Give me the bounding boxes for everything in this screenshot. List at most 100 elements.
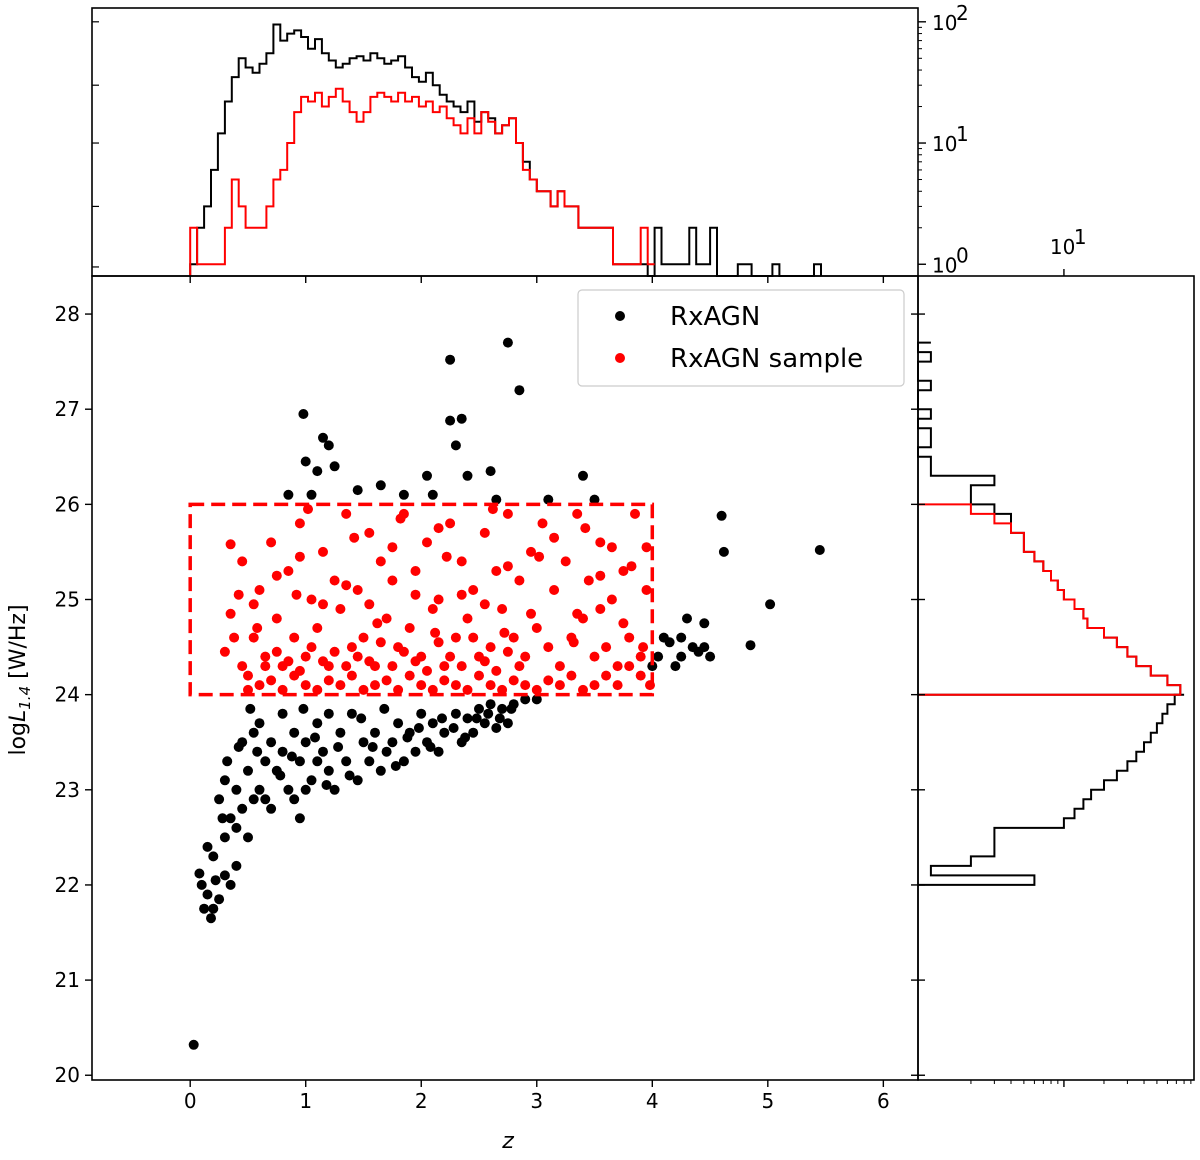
- scatter-point-sample: [271, 646, 282, 657]
- scatter-point-sample: [456, 556, 467, 567]
- scatter-point-sample: [580, 523, 591, 534]
- scatter-point-rxagn: [333, 742, 344, 752]
- scatter-point-rxagn: [225, 813, 236, 824]
- scatter-point-sample: [601, 670, 612, 681]
- scatter-point-rxagn: [352, 775, 363, 786]
- scatter-point-sample: [502, 561, 513, 572]
- y-tick-label: 23: [55, 778, 80, 802]
- y-tick-label: 24: [55, 683, 80, 707]
- scatter-point-sample: [271, 613, 282, 624]
- scatter-point-rxagn: [670, 661, 681, 672]
- scatter-point-rxagn: [699, 618, 710, 629]
- top-y-tick-label: 10: [932, 11, 957, 35]
- scatter-point-rxagn: [277, 746, 288, 757]
- y-tick-label: 21: [55, 968, 80, 992]
- scatter-point-rxagn: [543, 494, 554, 505]
- scatter-point-sample: [318, 546, 328, 557]
- scatter-point-sample: [589, 651, 600, 662]
- scatter-point-rxagn: [658, 632, 669, 643]
- scatter-point-sample: [514, 661, 525, 672]
- scatter-point-rxagn: [318, 746, 328, 757]
- scatter-point-sample: [534, 551, 545, 562]
- scatter-point-rxagn: [329, 784, 340, 795]
- scatter-point-sample: [358, 632, 369, 643]
- scatter-point-sample: [612, 661, 623, 672]
- scatter-point-rxagn: [445, 354, 456, 365]
- top-y-tick-label: 10: [932, 253, 957, 277]
- scatter-point-sample: [364, 599, 375, 610]
- scatter-point-rxagn: [199, 903, 210, 914]
- scatter-point-sample: [531, 684, 542, 695]
- scatter-point-rxagn: [237, 803, 248, 814]
- scatter-point-sample: [312, 684, 323, 695]
- scatter-point-rxagn: [219, 870, 230, 881]
- scatter-point-sample: [358, 684, 369, 695]
- legend: RxAGN RxAGN sample: [577, 289, 905, 387]
- scatter-point-sample: [641, 585, 652, 595]
- scatter-point-sample: [474, 670, 484, 681]
- scatter-point-sample: [450, 632, 461, 643]
- scatter-point-rxagn: [462, 470, 473, 481]
- scatter-point-rxagn: [718, 546, 729, 557]
- scatter-point-rxagn: [352, 485, 363, 496]
- scatter-point-rxagn: [375, 765, 386, 776]
- scatter-point-rxagn: [699, 642, 710, 653]
- scatter-point-rxagn: [450, 708, 461, 719]
- scatter-point-sample: [300, 680, 311, 691]
- scatter-point-sample: [291, 589, 302, 600]
- scatter-point-rxagn: [745, 640, 756, 651]
- right-histogram-rxagn: [917, 341, 1182, 696]
- scatter-point-rxagn: [474, 703, 484, 714]
- scatter-point-rxagn: [323, 765, 334, 776]
- scatter-point-sample: [572, 608, 583, 619]
- right-histogram-panel: 101: [917, 225, 1195, 1087]
- scatter-point-sample: [583, 575, 594, 586]
- scatter-point-sample: [468, 585, 479, 595]
- scatter-point-rxagn: [300, 784, 311, 795]
- scatter-point-rxagn: [254, 784, 265, 795]
- scatter-point-rxagn: [260, 794, 271, 805]
- scatter-point-sample: [289, 632, 300, 643]
- scatter-point-sample: [237, 661, 248, 672]
- scatter-point-sample: [526, 546, 536, 557]
- scatter-point-rxagn: [448, 723, 459, 733]
- scatter-point-sample: [456, 661, 467, 672]
- scatter-point-sample: [433, 523, 444, 534]
- scatter-point-rxagn: [298, 703, 309, 714]
- scatter-point-rxagn: [402, 732, 413, 743]
- scatter-point-sample: [243, 670, 253, 681]
- scatter-point-sample: [335, 680, 346, 691]
- scatter-point-sample: [531, 623, 542, 633]
- scatter-point-sample: [595, 604, 606, 614]
- scatter-point-sample: [606, 594, 617, 605]
- scatter-point-sample: [303, 504, 313, 515]
- top-histogram-sample: [189, 87, 655, 276]
- scatter-point-rxagn: [323, 440, 334, 451]
- scatter-point-rxagn: [705, 651, 716, 662]
- top-y-tick-exponent: 2: [956, 1, 969, 25]
- scatter-point-rxagn: [210, 875, 221, 886]
- x-tick-label: 0: [184, 1089, 197, 1113]
- scatter-point-sample: [487, 504, 498, 515]
- scatter-point-rxagn: [243, 765, 253, 776]
- scatter-point-rxagn: [329, 461, 340, 472]
- scatter-point-rxagn: [225, 879, 236, 890]
- scatter-point-rxagn: [312, 466, 323, 477]
- scatter-point-sample: [526, 608, 536, 619]
- scatter-point-sample: [346, 670, 357, 681]
- scatter-point-sample: [341, 580, 352, 591]
- scatter-point-sample: [381, 613, 392, 624]
- scatter-point-rxagn: [231, 822, 242, 833]
- scatter-point-rxagn: [485, 699, 496, 710]
- scatter-point-sample: [254, 680, 265, 691]
- scatter-point-sample: [514, 575, 525, 586]
- right-histogram-rxagn: [918, 693, 1185, 886]
- scatter-point-sample: [485, 642, 496, 653]
- scatter-point-sample: [410, 589, 421, 600]
- scatter-point-rxagn: [578, 470, 588, 481]
- scatter-point-rxagn: [294, 813, 305, 824]
- scatter-point-sample: [606, 542, 617, 553]
- scatter-point-rxagn: [275, 770, 286, 781]
- scatter-point-rxagn: [398, 489, 409, 500]
- scatter-point-sample: [537, 518, 548, 529]
